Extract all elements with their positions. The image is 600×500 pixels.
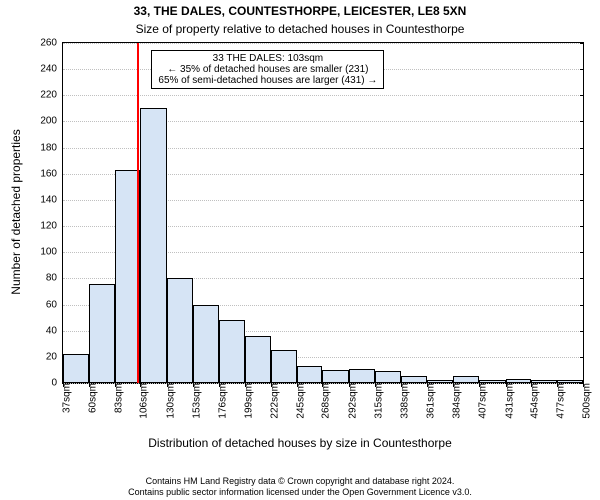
- histogram-bar: [219, 320, 245, 383]
- annotation-line1: 33 THE DALES: 103sqm: [158, 53, 377, 64]
- xtick-label: 477sqm: [548, 383, 567, 419]
- histogram-bar: [297, 366, 323, 383]
- histogram-bar: [401, 376, 427, 383]
- title-line1: 33, THE DALES, COUNTESTHORPE, LEICESTER,…: [0, 4, 600, 18]
- ytick-label: 220: [40, 90, 63, 101]
- xtick-label: 454sqm: [522, 383, 541, 419]
- annotation-box: 33 THE DALES: 103sqm← 35% of detached ho…: [151, 50, 384, 89]
- xtick-label: 384sqm: [443, 383, 462, 419]
- ytick-mark: [580, 226, 584, 227]
- gridline: [63, 43, 583, 44]
- footer-line1: Contains HM Land Registry data © Crown c…: [0, 476, 600, 487]
- xtick-label: 153sqm: [184, 383, 203, 419]
- histogram-bar: [557, 380, 583, 383]
- xtick-label: 37sqm: [54, 383, 73, 413]
- ytick-label: 200: [40, 116, 63, 127]
- ytick-label: 260: [40, 38, 63, 49]
- ytick-mark: [580, 121, 584, 122]
- annotation-line2: ← 35% of detached houses are smaller (23…: [158, 64, 377, 75]
- gridline: [63, 95, 583, 96]
- footer-line2: Contains public sector information licen…: [0, 487, 600, 498]
- ytick-mark: [580, 95, 584, 96]
- ytick-mark: [580, 305, 584, 306]
- xtick-label: 315sqm: [366, 383, 385, 419]
- ytick-label: 160: [40, 168, 63, 179]
- xtick-label: 106sqm: [131, 383, 150, 419]
- xtick-label: 500sqm: [574, 383, 593, 419]
- histogram-bar: [271, 350, 297, 383]
- histogram-bar: [453, 376, 479, 383]
- ytick-mark: [580, 148, 584, 149]
- histogram-bar: [193, 305, 219, 383]
- annotation-line3: 65% of semi-detached houses are larger (…: [158, 75, 377, 86]
- ytick-label: 60: [46, 299, 63, 310]
- plot-area: 02040608010012014016018020022024026037sq…: [62, 42, 584, 384]
- xtick-label: 60sqm: [79, 383, 98, 413]
- xtick-label: 130sqm: [158, 383, 177, 419]
- ytick-label: 140: [40, 194, 63, 205]
- reference-line: [137, 43, 139, 383]
- ytick-mark: [580, 278, 584, 279]
- figure: 33, THE DALES, COUNTESTHORPE, LEICESTER,…: [0, 0, 600, 500]
- ytick-mark: [580, 43, 584, 44]
- histogram-bar: [427, 380, 453, 383]
- xtick-label: 338sqm: [392, 383, 411, 419]
- xtick-label: 83sqm: [105, 383, 124, 413]
- ytick-label: 80: [46, 273, 63, 284]
- ytick-mark: [580, 252, 584, 253]
- footer: Contains HM Land Registry data © Crown c…: [0, 476, 600, 498]
- ytick-label: 20: [46, 351, 63, 362]
- ytick-mark: [580, 174, 584, 175]
- histogram-bar: [349, 369, 375, 383]
- title-line2: Size of property relative to detached ho…: [0, 22, 600, 36]
- xtick-label: 407sqm: [469, 383, 488, 419]
- histogram-bar: [63, 354, 89, 383]
- xtick-label: 292sqm: [340, 383, 359, 419]
- xtick-label: 176sqm: [210, 383, 229, 419]
- y-axis-label: Number of detached properties: [9, 129, 23, 294]
- histogram-bar: [89, 284, 115, 383]
- histogram-bar: [322, 370, 349, 383]
- xtick-label: 361sqm: [417, 383, 436, 419]
- histogram-bar: [245, 336, 271, 383]
- ytick-label: 40: [46, 325, 63, 336]
- histogram-bar: [167, 278, 193, 383]
- histogram-bar: [531, 380, 557, 383]
- histogram-bar: [479, 380, 506, 383]
- ytick-label: 100: [40, 247, 63, 258]
- ytick-mark: [580, 69, 584, 70]
- ytick-label: 240: [40, 64, 63, 75]
- ytick-mark: [580, 357, 584, 358]
- xtick-label: 431sqm: [496, 383, 515, 419]
- xtick-label: 268sqm: [313, 383, 332, 419]
- xtick-label: 199sqm: [235, 383, 254, 419]
- ytick-mark: [580, 200, 584, 201]
- histogram-bar: [375, 371, 401, 383]
- ytick-label: 180: [40, 142, 63, 153]
- ytick-label: 120: [40, 221, 63, 232]
- ytick-mark: [580, 331, 584, 332]
- x-axis-label: Distribution of detached houses by size …: [0, 436, 600, 450]
- histogram-bar: [506, 379, 532, 383]
- histogram-bar: [140, 108, 167, 383]
- xtick-label: 245sqm: [287, 383, 306, 419]
- xtick-label: 222sqm: [261, 383, 280, 419]
